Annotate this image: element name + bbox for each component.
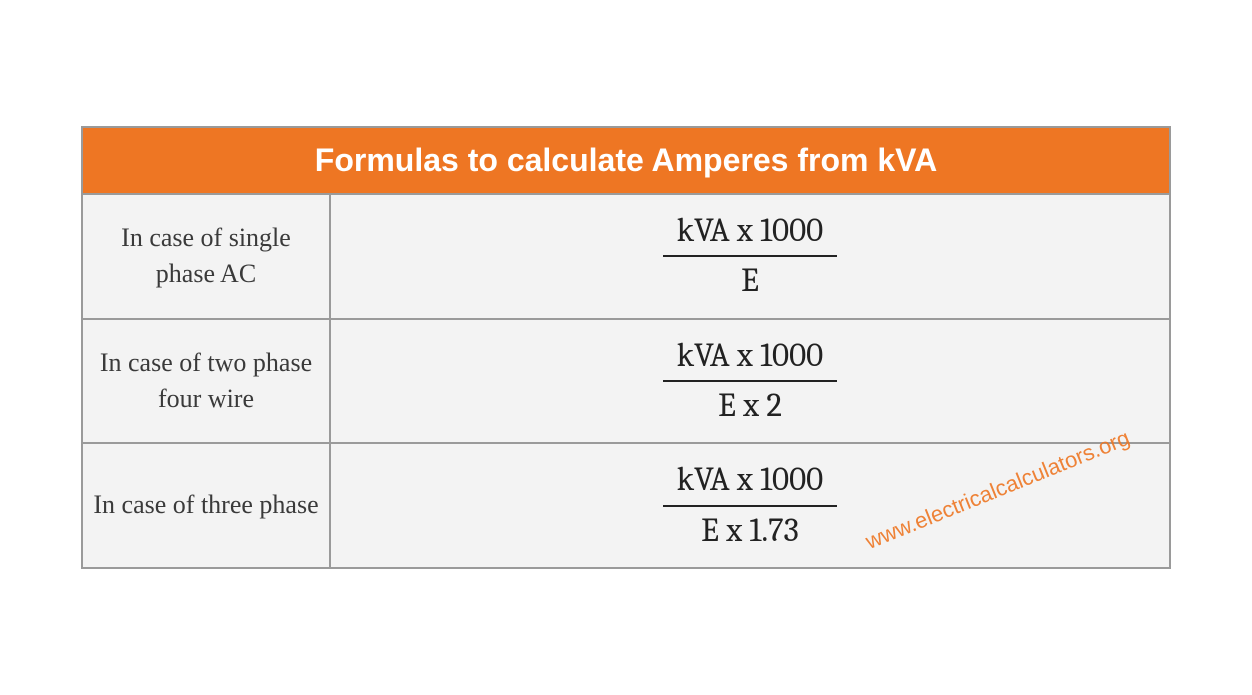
formula-denominator: E (663, 255, 838, 299)
formula-table: Formulas to calculate Amperes from kVA I… (81, 126, 1171, 569)
case-label: In case of two phase four wire (82, 319, 330, 444)
table-container: Formulas to calculate Amperes from kVA I… (81, 126, 1171, 569)
formula-denominator: E x 1.73 (663, 505, 838, 549)
formula-numerator: kVA x 1000 (663, 213, 838, 255)
formula-numerator: kVA x 1000 (663, 462, 838, 504)
formula-fraction: kVA x 1000 E x 2 (663, 338, 838, 425)
formula-numerator: kVA x 1000 (663, 338, 838, 380)
table-title: Formulas to calculate Amperes from kVA (82, 127, 1170, 194)
formula-fraction: kVA x 1000 E x 1.73 (663, 462, 838, 549)
table-header-row: Formulas to calculate Amperes from kVA (82, 127, 1170, 194)
formula-cell: kVA x 1000 E x 2 (330, 319, 1170, 444)
formula-cell: kVA x 1000 E (330, 194, 1170, 319)
formula-cell: kVA x 1000 E x 1.73 (330, 443, 1170, 568)
table-row: In case of single phase AC kVA x 1000 E (82, 194, 1170, 319)
formula-fraction: kVA x 1000 E (663, 213, 838, 300)
case-label: In case of three phase (82, 443, 330, 568)
formula-denominator: E x 2 (663, 380, 838, 424)
case-label: In case of single phase AC (82, 194, 330, 319)
table-row: In case of two phase four wire kVA x 100… (82, 319, 1170, 444)
table-row: In case of three phase kVA x 1000 E x 1.… (82, 443, 1170, 568)
